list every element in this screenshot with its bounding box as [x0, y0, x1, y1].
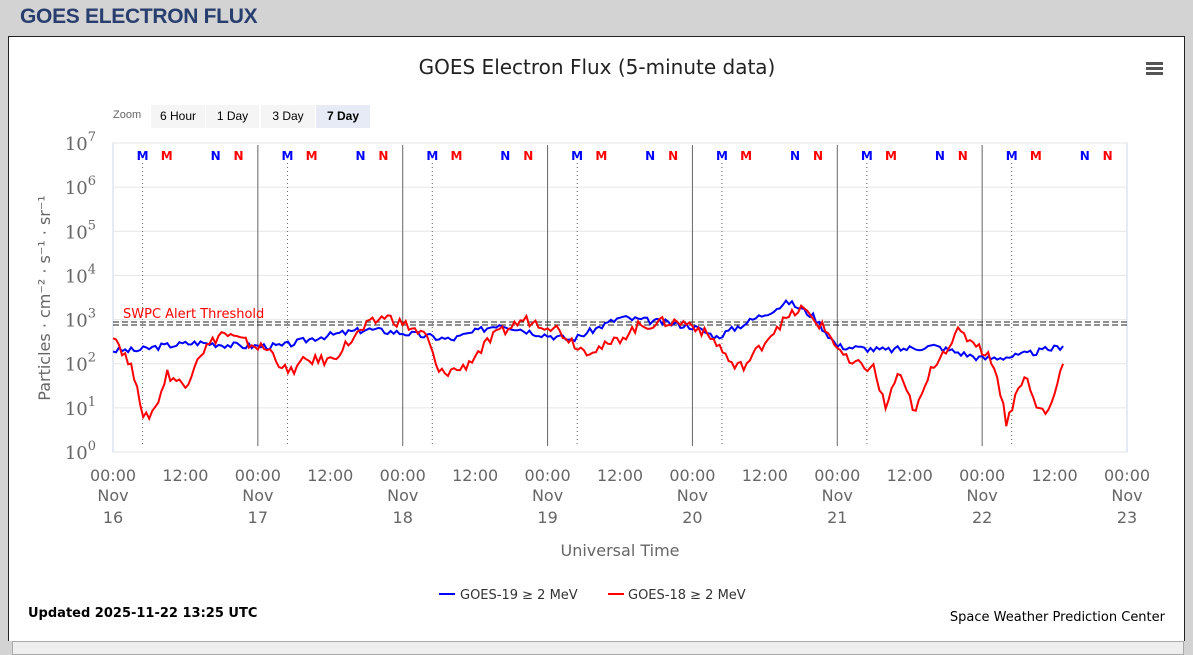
- zoom-1-day-button[interactable]: 1 Day: [206, 105, 259, 128]
- x-tick-time: 00:00: [1104, 466, 1150, 485]
- marker-n: N: [645, 149, 655, 163]
- hamburger-menu-icon[interactable]: [1146, 62, 1163, 77]
- zoom-7-day-button[interactable]: 7 Day: [316, 105, 370, 128]
- y-tick-label: 105: [65, 218, 96, 243]
- x-tick-month: Nov: [532, 486, 563, 505]
- marker-n: N: [523, 149, 533, 163]
- chart-title: GOES Electron Flux (5-minute data): [419, 55, 776, 79]
- marker-m: M: [861, 149, 873, 163]
- chart-container: [8, 36, 1185, 641]
- y-tick-label: 107: [65, 130, 96, 155]
- marker-m: M: [306, 149, 318, 163]
- x-tick-day: 16: [103, 508, 123, 527]
- x-tick-time: 12:00: [887, 466, 933, 485]
- x-tick-day: 19: [537, 508, 557, 527]
- x-tick-month: Nov: [822, 486, 853, 505]
- x-tick-time: 00:00: [90, 466, 136, 485]
- marker-m: M: [161, 149, 173, 163]
- marker-n: N: [813, 149, 823, 163]
- x-tick-time: 00:00: [525, 466, 571, 485]
- x-tick-time: 00:00: [959, 466, 1005, 485]
- x-tick-month: Nov: [1111, 486, 1142, 505]
- marker-m: M: [450, 149, 462, 163]
- y-tick-label: 100: [65, 439, 96, 464]
- zoom-6-hour-button[interactable]: 6 Hour: [151, 105, 205, 128]
- marker-n: N: [668, 149, 678, 163]
- marker-n: N: [234, 149, 244, 163]
- x-tick-time: 00:00: [235, 466, 281, 485]
- marker-m: M: [137, 149, 149, 163]
- x-tick-day: 18: [393, 508, 413, 527]
- y-tick-label: 104: [65, 262, 96, 287]
- marker-n: N: [1080, 149, 1090, 163]
- marker-m: M: [595, 149, 607, 163]
- marker-n: N: [211, 149, 221, 163]
- marker-m: M: [571, 149, 583, 163]
- series-line-goes18: [112, 304, 1065, 427]
- marker-n: N: [378, 149, 388, 163]
- zoom-label: Zoom: [113, 109, 142, 121]
- x-tick-day: 23: [1117, 508, 1137, 527]
- legend-goes18[interactable]: GOES-18 ≥ 2 MeV: [628, 588, 746, 603]
- marker-n: N: [935, 149, 945, 163]
- marker-n: N: [355, 149, 365, 163]
- updated-timestamp: Updated 2025-11-22 13:25 UTC: [28, 606, 257, 621]
- y-tick-label: 106: [65, 174, 96, 199]
- x-tick-time: 00:00: [669, 466, 715, 485]
- plot-area: [112, 142, 1128, 453]
- legend[interactable]: GOES-19 ≥ 2 MeV GOES-18 ≥ 2 MeV: [439, 588, 746, 603]
- y-tick-label: 103: [65, 307, 96, 332]
- marker-n: N: [790, 149, 800, 163]
- x-tick-day: 22: [972, 508, 992, 527]
- marker-m: M: [740, 149, 752, 163]
- marker-m: M: [281, 149, 293, 163]
- threshold-label: SWPC Alert Threshold: [123, 307, 264, 322]
- x-axis-label: Universal Time: [560, 541, 679, 560]
- x-tick-day: 17: [248, 508, 268, 527]
- page-header-title: GOES ELECTRON FLUX: [20, 5, 258, 28]
- marker-m: M: [716, 149, 728, 163]
- marker-m: M: [1030, 149, 1042, 163]
- series-line-goes19: [112, 298, 1064, 362]
- x-tick-month: Nov: [97, 486, 128, 505]
- x-tick-month: Nov: [967, 486, 998, 505]
- marker-m: M: [885, 149, 897, 163]
- marker-m: M: [426, 149, 438, 163]
- x-tick-time: 12:00: [742, 466, 788, 485]
- x-tick-time: 12:00: [452, 466, 498, 485]
- bottom-scrollbar[interactable]: [12, 641, 1184, 655]
- x-tick-day: 20: [682, 508, 702, 527]
- zoom-3-day-button[interactable]: 3 Day: [261, 105, 315, 128]
- x-tick-time: 12:00: [597, 466, 643, 485]
- marker-m: M: [1006, 149, 1018, 163]
- legend-goes19[interactable]: GOES-19 ≥ 2 MeV: [460, 588, 578, 603]
- marker-n: N: [958, 149, 968, 163]
- x-tick-time: 12:00: [162, 466, 208, 485]
- x-tick-time: 12:00: [307, 466, 353, 485]
- x-tick-month: Nov: [677, 486, 708, 505]
- x-tick-time: 00:00: [814, 466, 860, 485]
- y-axis-label: Particles · cm⁻² · s⁻¹ · sr⁻¹: [35, 195, 54, 400]
- marker-n: N: [1103, 149, 1113, 163]
- grid: [112, 142, 1128, 453]
- x-tick-day: 21: [827, 508, 847, 527]
- x-tick-time: 12:00: [1032, 466, 1078, 485]
- y-tick-label: 101: [65, 395, 96, 420]
- credit-text: Space Weather Prediction Center: [950, 610, 1166, 625]
- x-tick-month: Nov: [242, 486, 273, 505]
- x-tick-month: Nov: [387, 486, 418, 505]
- y-tick-label: 102: [65, 351, 96, 376]
- marker-n: N: [500, 149, 510, 163]
- x-tick-time: 00:00: [380, 466, 426, 485]
